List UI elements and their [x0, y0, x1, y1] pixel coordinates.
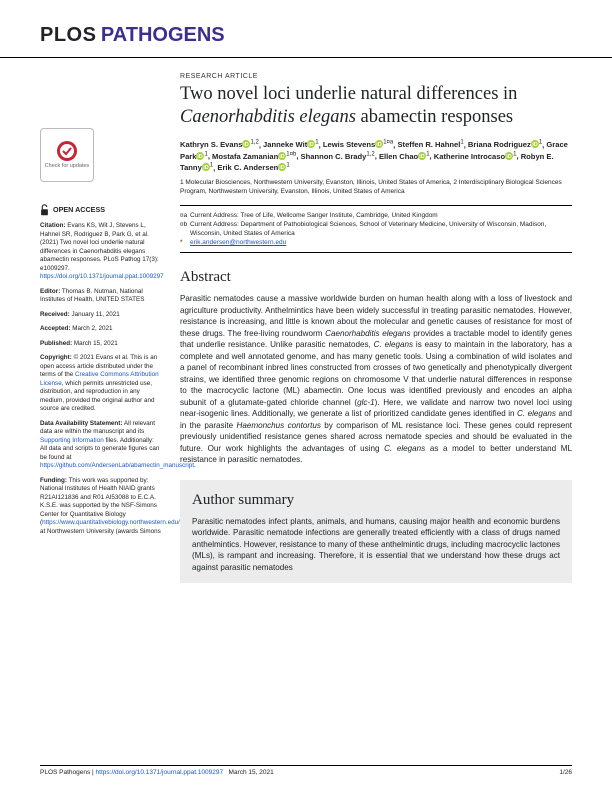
citation-label: Citation:	[40, 222, 66, 229]
accepted-block: Accepted: March 2, 2021	[40, 325, 162, 334]
svg-text:iD: iD	[244, 142, 250, 148]
author: Mostafa ZamanianiD1¤b	[212, 152, 296, 161]
corresponding: *erik.andersen@northwestern.edu	[180, 238, 572, 247]
published-block: Published: March 15, 2021	[40, 340, 162, 349]
published-text: March 15, 2021	[72, 340, 118, 347]
title-c: abamectin responses	[356, 107, 513, 127]
author: Erik C. AnderseniD1	[217, 163, 289, 172]
author: Shannon C. Brady1,2	[301, 152, 375, 161]
footer-date: March 15, 2021	[229, 769, 274, 776]
open-access-icon	[40, 204, 49, 216]
editor-label: Editor:	[40, 288, 60, 295]
received-label: Received:	[40, 311, 70, 318]
data-label: Data Availability Statement:	[40, 420, 122, 427]
note-b-text: Current Address: Department of Pathobiol…	[190, 220, 572, 238]
accepted-label: Accepted:	[40, 325, 70, 332]
svg-text:iD: iD	[203, 165, 209, 171]
note-a-text: Current Address: Tree of Life, Wellcome …	[190, 211, 438, 220]
svg-text:iD: iD	[419, 154, 425, 160]
title-b: Caenorhabditis elegans	[180, 107, 356, 127]
svg-text:iD: iD	[376, 142, 382, 148]
author: Lewis StevensiD1¤a	[323, 140, 393, 149]
summary-text: Parasitic nematodes infect plants, anima…	[192, 516, 560, 573]
svg-text:iD: iD	[309, 142, 315, 148]
svg-text:iD: iD	[198, 154, 204, 160]
author: Ellen ChaoiD1	[379, 152, 430, 161]
author: Katherine IntrocasoiD1	[434, 152, 517, 161]
corresponding-link[interactable]: erik.andersen@northwestern.edu	[190, 238, 286, 247]
funding-block: Funding: This work was supported by: Nat…	[40, 477, 162, 537]
summary-heading: Author summary	[192, 490, 560, 510]
footer: PLOS Pathogens | https://doi.org/10.1371…	[40, 765, 572, 776]
open-access-text: OPEN ACCESS	[53, 205, 105, 215]
check-updates-label: Check for updates	[45, 163, 90, 170]
notes-box: ¤aCurrent Address: Tree of Life, Wellcom…	[180, 205, 572, 253]
footer-page: 1/26	[559, 769, 572, 776]
citation-link[interactable]: https://doi.org/10.1371/journal.ppat.100…	[40, 273, 164, 280]
copyright-block: Copyright: © 2021 Evans et al. This is a…	[40, 354, 162, 414]
check-updates-icon	[55, 139, 79, 163]
footer-left: PLOS Pathogens | https://doi.org/10.1371…	[40, 769, 274, 776]
open-access-heading: OPEN ACCESS	[40, 204, 162, 216]
received-block: Received: January 11, 2021	[40, 311, 162, 320]
note-b: ¤bCurrent Address: Department of Pathobi…	[180, 220, 572, 238]
authors: Kathryn S. EvansiD1,2, Janneke WitiD1, L…	[180, 139, 572, 174]
funding-label: Funding:	[40, 477, 67, 484]
copyright-label: Copyright:	[40, 354, 72, 361]
article-kicker: RESEARCH ARTICLE	[180, 72, 572, 81]
svg-text:iD: iD	[506, 154, 512, 160]
affiliations: 1 Molecular Biosciences, Northwestern Un…	[180, 179, 572, 197]
accepted-text: March 2, 2021	[70, 325, 112, 332]
funding-link[interactable]: https://www.quantitativebiology.northwes…	[42, 519, 180, 526]
title-a: Two novel loci underlie natural differen…	[180, 84, 517, 104]
citation-block: Citation: Evans KS, Wit J, Stevens L, Ha…	[40, 222, 162, 282]
abstract-text: Parasitic nematodes cause a massive worl…	[180, 293, 572, 465]
note-a: ¤aCurrent Address: Tree of Life, Wellcom…	[180, 211, 572, 220]
received-text: January 11, 2021	[70, 311, 120, 318]
main: RESEARCH ARTICLE Two novel loci underlie…	[180, 72, 572, 583]
article-title: Two novel loci underlie natural differen…	[180, 83, 572, 128]
author: Briana RodrigueziD1	[468, 140, 542, 149]
journal-pathogens: PATHOGENS	[101, 24, 225, 46]
sidebar: Check for updates OPEN ACCESS Citation: …	[40, 72, 162, 583]
github-link[interactable]: https://github.com/AndersenLab/abamectin…	[40, 462, 194, 469]
footer-journal: PLOS Pathogens	[40, 769, 90, 776]
author: Janneke WitiD1	[263, 140, 319, 149]
author-summary-box: Author summary Parasitic nematodes infec…	[180, 480, 572, 584]
svg-text:iD: iD	[532, 142, 538, 148]
abstract-heading: Abstract	[180, 267, 572, 287]
citation-text: Evans KS, Wit J, Stevens L, Hahnel SR, R…	[40, 222, 159, 272]
editor-block: Editor: Thomas B. Nutman, National Insti…	[40, 288, 162, 305]
author: Steffen R. Hahnel1	[397, 140, 463, 149]
footer-doi[interactable]: https://doi.org/10.1371/journal.ppat.100…	[96, 769, 224, 776]
masthead: PLOS PATHOGENS	[0, 0, 612, 58]
supporting-link[interactable]: Supporting Information	[40, 437, 104, 444]
author: Kathryn S. EvansiD1,2	[180, 140, 259, 149]
journal-plos: PLOS	[40, 24, 96, 46]
data-block: Data Availability Statement: All relevan…	[40, 420, 162, 471]
check-updates-badge[interactable]: Check for updates	[40, 128, 94, 182]
svg-text:iD: iD	[280, 165, 286, 171]
published-label: Published:	[40, 340, 72, 347]
svg-text:iD: iD	[280, 154, 286, 160]
